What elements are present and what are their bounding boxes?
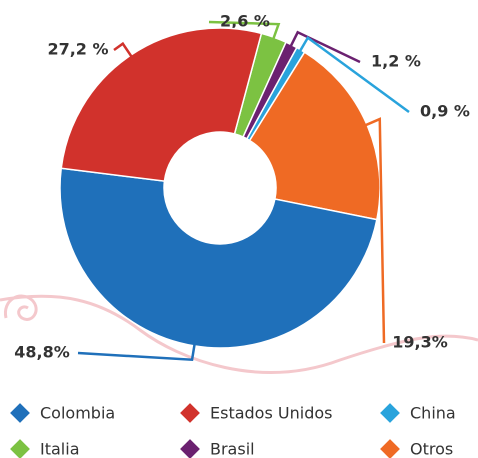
legend-marker <box>180 439 200 458</box>
leader-line <box>114 44 133 59</box>
legend-label: Otros <box>410 440 453 458</box>
data-label: 19,3% <box>392 333 448 352</box>
legend-label: Brasil <box>210 440 255 458</box>
legend-label: Estados Unidos <box>210 404 332 423</box>
legend-marker <box>380 403 400 423</box>
decoration <box>5 296 36 319</box>
data-label: 1,2 % <box>371 52 421 71</box>
legend-marker <box>10 403 30 423</box>
chart: 2,6 %1,2 %0,9 %19,3%48,8%27,2 %ColombiaE… <box>0 0 478 458</box>
legend-label: Italia <box>40 440 80 458</box>
data-label: 0,9 % <box>420 102 470 121</box>
legend-marker <box>380 439 400 458</box>
legend-label: China <box>410 404 456 423</box>
legend-marker <box>10 439 30 458</box>
data-label: 27,2 % <box>47 40 108 59</box>
legend-marker <box>180 403 200 423</box>
data-label: 48,8% <box>14 343 70 362</box>
legend-label: Colombia <box>40 404 115 423</box>
